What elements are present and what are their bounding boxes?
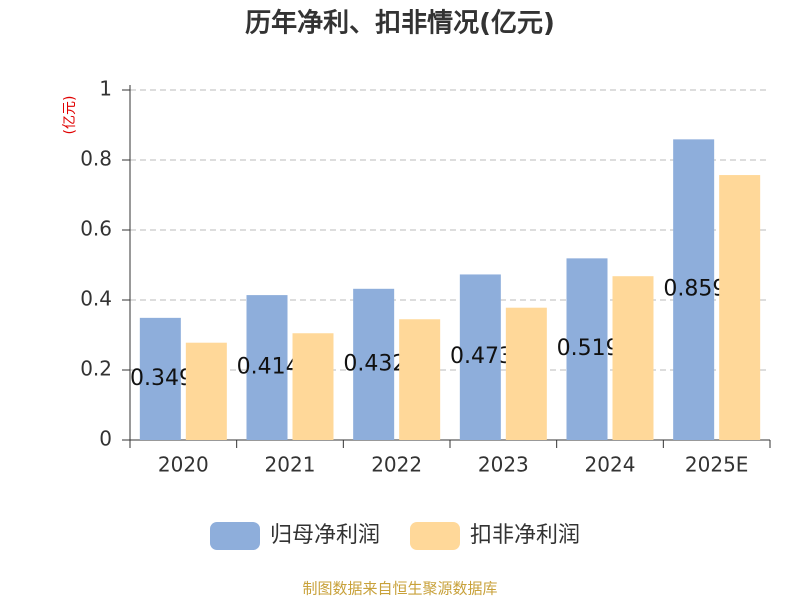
chart-title: 历年净利、扣非情况(亿元) bbox=[245, 8, 555, 39]
y-tick-label: 0 bbox=[99, 427, 112, 451]
source-note: 制图数据来自恒生聚源数据库 bbox=[302, 580, 497, 598]
data-label: 0.349 bbox=[130, 366, 193, 391]
bar bbox=[353, 288, 395, 440]
legend-swatch bbox=[210, 522, 260, 550]
bar bbox=[612, 276, 654, 440]
y-tick-label: 0.6 bbox=[80, 217, 112, 241]
legend-swatch bbox=[410, 522, 460, 550]
data-label: 0.414 bbox=[237, 355, 300, 380]
legend-label: 扣非净利润 bbox=[470, 523, 580, 548]
x-tick-label: 2022 bbox=[371, 453, 422, 477]
bar bbox=[185, 342, 227, 440]
y-tick-label: 1 bbox=[99, 77, 112, 101]
data-label: 0.473 bbox=[450, 344, 513, 369]
bar bbox=[673, 139, 715, 440]
bar bbox=[719, 175, 761, 441]
legend-label: 归母净利润 bbox=[270, 523, 380, 548]
bar bbox=[139, 317, 181, 440]
x-tick-label: 2025E bbox=[685, 453, 749, 477]
bar bbox=[292, 333, 334, 440]
bar bbox=[459, 274, 501, 440]
data-label: 0.859 bbox=[663, 277, 726, 302]
bar bbox=[566, 258, 608, 440]
x-tick-label: 2020 bbox=[158, 453, 209, 477]
data-label: 0.432 bbox=[343, 351, 406, 376]
x-tick-label: 2024 bbox=[585, 453, 636, 477]
bar bbox=[399, 319, 441, 440]
y-tick-label: 0.4 bbox=[80, 287, 112, 311]
y-axis-label: (亿元) bbox=[62, 96, 78, 135]
y-tick-label: 0.2 bbox=[80, 357, 112, 381]
bar bbox=[246, 295, 288, 440]
y-tick-label: 0.8 bbox=[80, 147, 112, 171]
data-label: 0.519 bbox=[557, 336, 620, 361]
x-tick-label: 2021 bbox=[265, 453, 316, 477]
x-tick-label: 2023 bbox=[478, 453, 529, 477]
bar bbox=[505, 307, 547, 440]
